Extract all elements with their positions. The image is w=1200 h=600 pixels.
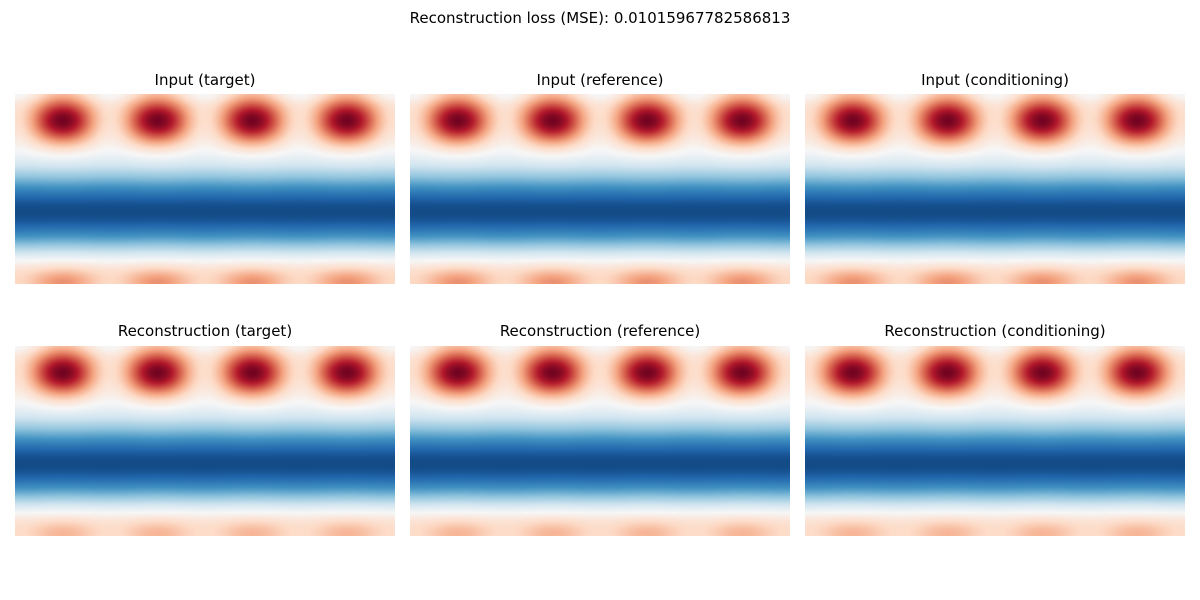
- panel-title-reconstruction-reference: Reconstruction (reference): [499, 322, 701, 340]
- heatmap-reconstruction-target: [15, 346, 395, 536]
- panel-title-reconstruction-target: Reconstruction (target): [117, 322, 293, 340]
- heatmap-input-reference: [410, 94, 790, 284]
- panel-title-reconstruction-conditioning: Reconstruction (conditioning): [884, 322, 1106, 340]
- figure-title: Reconstruction loss (MSE): 0.01015967782…: [409, 9, 791, 27]
- panel-title-input-reference: Input (reference): [536, 71, 664, 89]
- heatmap-reconstruction-conditioning: [805, 346, 1185, 536]
- heatmap-reconstruction-reference: [410, 346, 790, 536]
- panel-title-input-conditioning: Input (conditioning): [921, 71, 1069, 89]
- heatmap-input-conditioning: [805, 94, 1185, 284]
- panel-title-input-target: Input (target): [154, 71, 256, 89]
- heatmap-input-target: [15, 94, 395, 284]
